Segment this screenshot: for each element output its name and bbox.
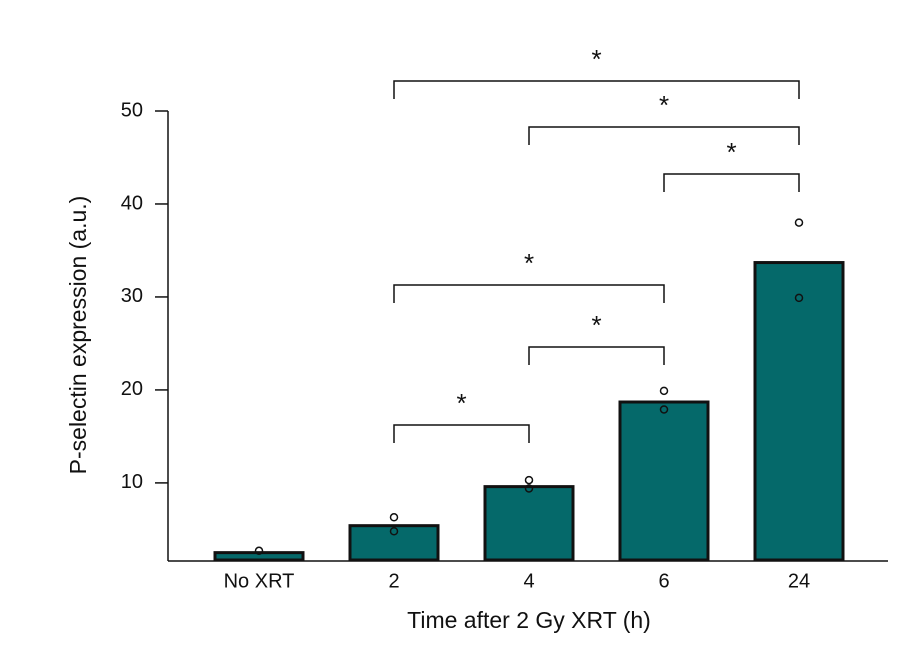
x-tick-label: 4	[523, 570, 534, 592]
x-tick-label: 24	[788, 570, 810, 592]
x-tick-label: 2	[388, 570, 399, 592]
y-axis-title: P-selectin expression (a.u.)	[65, 196, 91, 475]
data-point	[524, 484, 534, 493]
data-point	[389, 513, 399, 522]
data-point	[794, 218, 804, 227]
significance-label: *	[591, 44, 601, 74]
significance-label: *	[591, 310, 601, 340]
data-point	[659, 405, 669, 414]
x-tick-label: No XRT	[224, 570, 295, 592]
bar	[753, 261, 845, 562]
y-tick-label: 20	[121, 378, 143, 400]
data-point	[389, 526, 399, 536]
data-point	[794, 293, 804, 303]
significance-bracket	[393, 80, 800, 99]
significance-bracket	[528, 126, 800, 145]
significance-label: *	[726, 137, 736, 167]
x-tick-label: 6	[658, 570, 669, 592]
data-point	[659, 386, 669, 396]
y-tick-label: 50	[121, 99, 143, 121]
bar	[483, 485, 575, 562]
significance-label: *	[659, 90, 669, 120]
y-tick-label: 10	[121, 471, 143, 493]
significance-bracket	[393, 424, 530, 443]
data-point	[524, 475, 534, 485]
significance-bracket	[528, 346, 665, 365]
data-point	[254, 546, 264, 556]
bar	[213, 551, 305, 562]
significance-bracket	[663, 173, 800, 192]
significance-bracket	[393, 284, 665, 303]
y-tick-label: 40	[121, 192, 143, 214]
bar	[618, 400, 710, 562]
significance-label: *	[456, 388, 466, 418]
y-tick-label: 30	[121, 285, 143, 307]
x-axis-title: Time after 2 Gy XRT (h)	[407, 607, 651, 633]
significance-label: *	[524, 248, 534, 278]
bar	[348, 524, 440, 562]
